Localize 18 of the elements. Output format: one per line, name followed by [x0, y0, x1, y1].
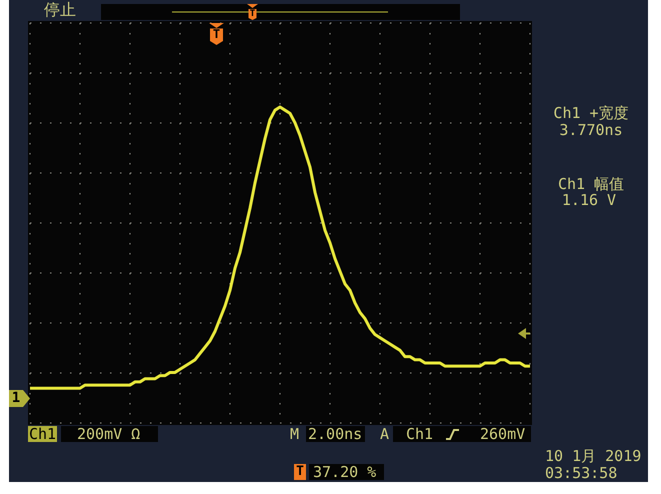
text: Ch1: [28, 425, 58, 443]
text: 1: [10, 390, 22, 406]
text: Ch1 幅值: [558, 175, 624, 193]
text: 1.16 V: [562, 191, 616, 209]
text: Ch1: [406, 425, 434, 443]
text: 3.770ns: [559, 121, 623, 139]
text: T: [294, 464, 306, 480]
text: T: [248, 9, 256, 19]
text: 260mV: [480, 425, 526, 443]
text: 停止: [44, 0, 76, 19]
text: 37.20 %: [313, 463, 376, 481]
text: A: [380, 425, 390, 443]
text: M: [290, 425, 300, 443]
text: 10 1月 2019: [545, 447, 642, 465]
text: 200mV Ω: [77, 425, 140, 443]
text: Ch1 +宽度: [553, 104, 629, 122]
text: 03:53:58: [545, 464, 618, 482]
text: T: [212, 27, 222, 41]
